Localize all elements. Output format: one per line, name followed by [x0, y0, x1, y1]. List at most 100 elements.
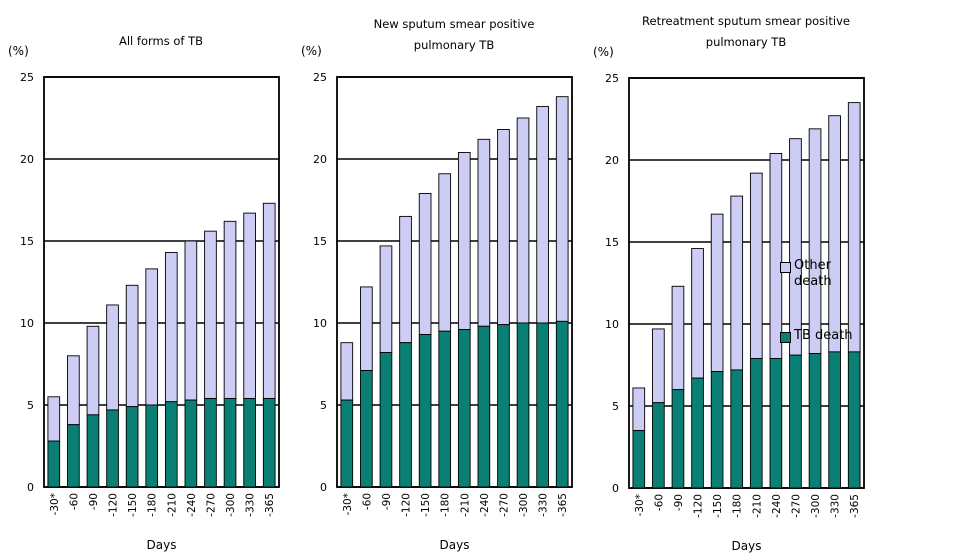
panel1-title-line-1: All forms of TB [119, 34, 203, 48]
panel1-bar-tb-death-2 [67, 424, 80, 488]
panel2-bar-tb-death-2 [360, 370, 373, 488]
panel2-xtick-label-4: -120 [401, 493, 413, 517]
panel2-bar-other-death-12 [555, 96, 569, 322]
panel2-bar-other-death-8 [477, 138, 491, 327]
panel2-ytick-label-25: 25 [313, 71, 327, 84]
panel2-bar-tb-death-5 [418, 334, 432, 488]
panel3-bar-other-death-6 [730, 195, 744, 371]
panel1-bar-other-death-8 [184, 240, 198, 401]
panel3-bar-tb-death-9 [789, 354, 802, 489]
panel2-ytick-label-15: 15 [313, 235, 327, 248]
panel3-xtick-label-11: -330 [830, 494, 842, 518]
panel3-xtick-label-4: -120 [693, 494, 705, 518]
panel3-bar-other-death-7 [749, 172, 763, 359]
panel1-bar-other-death-10 [223, 220, 237, 399]
panel2-bar-other-death-11 [536, 106, 549, 324]
panel1-ytick-label-5: 5 [27, 399, 34, 412]
panel3-xtick-label-9: -270 [790, 494, 802, 518]
panel2-ytick-label-20: 20 [313, 153, 327, 166]
panel3-bar-other-death-2 [652, 328, 665, 404]
panel3-ytick-label-20: 20 [605, 154, 619, 167]
panel2-title-line-1: New sputum smear positive [374, 17, 535, 31]
panel2-xtick-label-10: -300 [518, 493, 530, 517]
panel2-title-line-2: pulmonary TB [414, 38, 495, 52]
panel1-bar-other-death-11 [243, 212, 256, 399]
panel1-plot-frame [43, 76, 280, 488]
panel3-bar-tb-death-2 [652, 402, 665, 489]
panel1-x-axis-label: Days [147, 538, 177, 552]
panel3-ytick-label-5: 5 [612, 400, 619, 413]
panel2-xtick-label-1: -30* [342, 493, 354, 515]
panel1-bar-tb-death-12 [262, 397, 276, 488]
panel3-xtick-label-5: -150 [712, 494, 724, 518]
panel2-bar-tb-death-8 [477, 325, 491, 488]
panel3-bar-tb-death-10 [808, 353, 822, 489]
panel2-bar-other-death-9 [497, 129, 510, 326]
panel3-xtick-label-2: -60 [653, 494, 665, 511]
panel3-bar-tb-death-6 [730, 369, 744, 489]
panel3-bar-tb-death-12 [847, 351, 861, 489]
panel3-xtick-label-3: -90 [673, 494, 685, 511]
panel3-xtick-label-6: -180 [732, 494, 744, 518]
panel1-bar-tb-death-6 [145, 404, 159, 488]
panel3-xtick-label-7: -210 [751, 494, 763, 518]
panel2-ytick-label-10: 10 [313, 317, 327, 330]
panel2-xtick-label-3: -90 [381, 493, 393, 510]
panel1-xtick-label-12: -365 [264, 493, 276, 517]
panel3-ytick-label-10: 10 [605, 318, 619, 331]
panel1-bar-other-death-12 [262, 202, 276, 399]
panel1-xtick-label-9: -270 [205, 493, 217, 517]
panel3-bar-tb-death-8 [769, 357, 783, 489]
panel2-bar-tb-death-7 [457, 329, 471, 488]
panel1-xtick-label-11: -330 [245, 493, 257, 517]
panel1-bar-tb-death-9 [204, 397, 217, 488]
panel3-bar-tb-death-11 [828, 351, 841, 489]
panel3-xtick-label-1: -30* [634, 494, 646, 516]
panel2-y-unit-label: (%) [301, 44, 322, 58]
panel3-xtick-label-12: -365 [849, 494, 861, 518]
panel3-bar-other-death-5 [710, 213, 724, 373]
panel1-bar-tb-death-5 [125, 406, 139, 488]
legend-swatch-other-death [780, 262, 791, 273]
panel2-xtick-label-12: -365 [557, 493, 569, 517]
panel3-xtick-label-10: -300 [810, 494, 822, 518]
panel1-xtick-label-7: -210 [166, 493, 178, 517]
panel3-bar-other-death-3 [671, 285, 685, 391]
panel1-xtick-label-1: -30* [49, 493, 61, 515]
panel1-xtick-label-2: -60 [68, 493, 80, 510]
panel2-bar-tb-death-1 [340, 399, 354, 488]
panel2-bar-other-death-7 [457, 151, 471, 331]
legend-item-other-death: Other death [780, 258, 970, 290]
panel1-bar-other-death-4 [106, 304, 119, 411]
panel1-bar-other-death-2 [67, 355, 80, 426]
panel1-xtick-label-5: -150 [127, 493, 139, 517]
panel1-bar-tb-death-3 [86, 414, 100, 488]
panel1-bar-tb-death-8 [184, 399, 198, 488]
panel3-y-unit-label: (%) [593, 45, 614, 59]
panel3-ytick-label-0: 0 [612, 482, 619, 495]
panel1-xtick-label-6: -180 [147, 493, 159, 517]
panel2-bar-other-death-6 [438, 173, 452, 332]
legend-label-tb-death: TB death [794, 328, 853, 343]
panel3-xtick-label-8: -240 [771, 494, 783, 518]
panel3-bar-tb-death-3 [671, 389, 685, 489]
panel2-bar-other-death-5 [418, 192, 432, 335]
legend-swatch-tb-death [780, 332, 791, 343]
panel2-bar-tb-death-10 [516, 322, 530, 488]
panel1-xtick-label-8: -240 [186, 493, 198, 517]
panel2-xtick-label-9: -270 [498, 493, 510, 517]
panel1-bar-other-death-9 [204, 230, 217, 399]
panel2-bar-tb-death-3 [379, 352, 393, 488]
panel2-xtick-label-11: -330 [538, 493, 550, 517]
panel1-bar-tb-death-1 [47, 440, 61, 488]
panel1-bar-other-death-6 [145, 268, 159, 406]
panel2-x-axis-label: Days [440, 538, 470, 552]
panel3-bar-tb-death-7 [749, 357, 763, 489]
panel1-ytick-label-25: 25 [20, 71, 34, 84]
panel2-bar-tb-death-11 [536, 322, 549, 488]
panel1-bar-tb-death-11 [243, 397, 256, 488]
panel1-bar-tb-death-4 [106, 409, 119, 488]
panel3-bar-tb-death-1 [632, 430, 646, 489]
panel3-title-line-2: pulmonary TB [706, 35, 787, 49]
